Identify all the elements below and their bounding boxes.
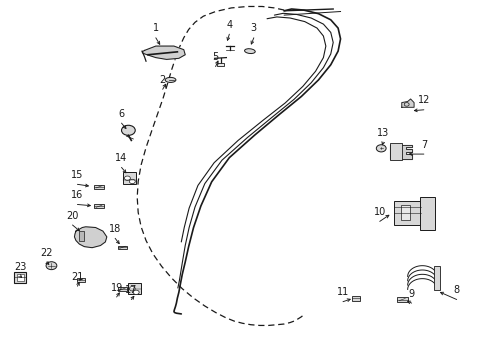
Text: 21: 21 [71,272,84,282]
Polygon shape [142,46,185,59]
Circle shape [122,125,135,135]
Ellipse shape [245,49,255,54]
Bar [434,266,440,290]
Bar [118,246,127,249]
Bar [390,143,402,160]
Bar [77,278,85,282]
Text: 5: 5 [213,52,219,62]
Bar [394,201,421,225]
Bar [352,296,360,301]
Bar [118,287,127,291]
Bar [401,205,410,220]
Circle shape [133,290,139,294]
Ellipse shape [165,77,176,82]
Circle shape [376,145,386,152]
Bar [14,272,26,283]
Circle shape [404,103,409,106]
Text: 4: 4 [226,20,232,30]
Circle shape [46,262,57,270]
Text: 8: 8 [454,285,460,295]
Text: 2: 2 [160,75,166,85]
Bar [79,231,84,241]
Circle shape [129,179,135,184]
Polygon shape [402,99,414,107]
Text: 15: 15 [71,170,84,180]
Text: 3: 3 [251,23,257,33]
Text: 9: 9 [409,289,415,299]
Text: 18: 18 [109,224,121,234]
Text: 7: 7 [421,140,427,150]
Polygon shape [390,145,412,159]
Bar [94,204,104,208]
Bar [123,172,136,184]
Bar [397,297,408,302]
Bar [128,283,141,294]
Bar [420,197,435,230]
Text: 12: 12 [417,95,430,105]
Text: 1: 1 [153,23,159,33]
Bar [17,274,24,281]
Text: 14: 14 [116,153,127,163]
Circle shape [129,287,135,291]
Text: 10: 10 [374,207,386,217]
Text: 19: 19 [110,283,122,293]
Text: 16: 16 [72,190,83,200]
Text: 13: 13 [377,128,389,138]
Bar [94,185,104,189]
Text: 17: 17 [125,285,138,295]
Polygon shape [74,227,107,248]
Circle shape [124,176,130,180]
Bar [217,63,224,66]
Text: 22: 22 [40,248,53,258]
Text: 11: 11 [337,287,349,297]
Text: 23: 23 [14,262,27,272]
Text: 20: 20 [66,211,79,221]
Text: 6: 6 [119,109,124,119]
